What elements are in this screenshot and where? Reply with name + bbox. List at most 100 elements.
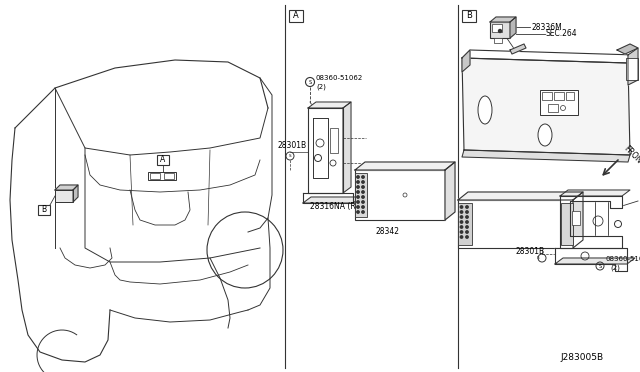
Circle shape [362,181,364,183]
Bar [355,170,445,220]
Circle shape [357,186,359,188]
Text: 28336M: 28336M [531,22,562,32]
Circle shape [499,29,502,32]
Text: 28316NA (RH): 28316NA (RH) [310,202,365,211]
Polygon shape [308,102,351,108]
Polygon shape [560,190,630,196]
Circle shape [460,211,463,213]
Ellipse shape [478,96,492,124]
Circle shape [357,206,359,208]
Bar [148,172,176,180]
Bar [626,58,638,80]
Bar [492,24,502,32]
Polygon shape [573,192,583,248]
Text: 08360-51062: 08360-51062 [605,256,640,262]
Circle shape [357,201,359,203]
Bar [566,92,574,100]
Circle shape [466,231,468,233]
Circle shape [460,236,463,238]
Bar [330,128,338,153]
Polygon shape [617,44,638,54]
Bar [561,203,573,245]
Text: (2): (2) [610,265,620,271]
Circle shape [466,206,468,208]
Polygon shape [462,58,630,155]
Polygon shape [458,192,583,200]
Text: S: S [537,256,540,260]
Text: A: A [293,12,299,20]
Ellipse shape [538,124,552,146]
Polygon shape [628,48,638,85]
Text: 28316N(LH): 28316N(LH) [639,196,640,205]
Polygon shape [510,17,516,38]
Circle shape [357,191,359,193]
Bar [355,173,367,217]
Circle shape [357,181,359,183]
Circle shape [460,231,463,233]
Circle shape [362,186,364,188]
Polygon shape [308,108,343,193]
Bar [458,203,472,245]
Bar [38,205,50,215]
Circle shape [460,221,463,223]
Polygon shape [355,162,455,170]
Polygon shape [462,150,630,162]
Bar [164,173,174,179]
Circle shape [362,206,364,208]
Polygon shape [510,44,526,54]
Text: A: A [161,155,166,164]
Bar [548,104,558,112]
Text: J283005B: J283005B [560,353,603,362]
Bar [462,10,476,22]
Bar [494,38,502,43]
Text: (2): (2) [316,84,326,90]
Text: S: S [598,263,602,269]
Bar [150,173,160,179]
Circle shape [362,211,364,213]
Circle shape [362,176,364,178]
Text: B: B [42,205,47,215]
Circle shape [357,211,359,213]
Polygon shape [303,197,361,203]
Circle shape [466,236,468,238]
Bar [55,190,73,202]
Text: B: B [466,12,472,20]
Circle shape [466,226,468,228]
Circle shape [466,221,468,223]
Circle shape [460,206,463,208]
Text: 28301B: 28301B [278,141,307,150]
Bar [540,90,578,115]
Polygon shape [462,50,636,63]
Polygon shape [303,193,353,203]
Polygon shape [560,196,622,248]
Polygon shape [445,162,455,220]
Polygon shape [462,50,470,72]
Circle shape [357,196,359,198]
Circle shape [466,216,468,218]
Circle shape [460,216,463,218]
Bar [157,155,169,165]
Bar [289,10,303,22]
Text: FRONT: FRONT [622,144,640,169]
Polygon shape [555,248,627,271]
Bar [490,22,510,38]
Polygon shape [343,102,351,193]
Polygon shape [73,185,78,202]
Polygon shape [490,17,516,22]
Text: 28342: 28342 [375,228,399,237]
Bar [542,92,552,100]
Text: S: S [289,154,291,158]
Text: 08360-51062: 08360-51062 [316,75,364,81]
Bar [458,200,573,248]
Bar [554,92,564,100]
Text: 28301B: 28301B [516,247,545,256]
Text: SEC.264: SEC.264 [546,29,578,38]
Circle shape [362,196,364,198]
Text: S: S [308,80,312,84]
Polygon shape [313,118,328,178]
Circle shape [466,211,468,213]
Polygon shape [55,185,78,190]
Bar [572,211,580,225]
Polygon shape [555,258,635,264]
Circle shape [362,201,364,203]
